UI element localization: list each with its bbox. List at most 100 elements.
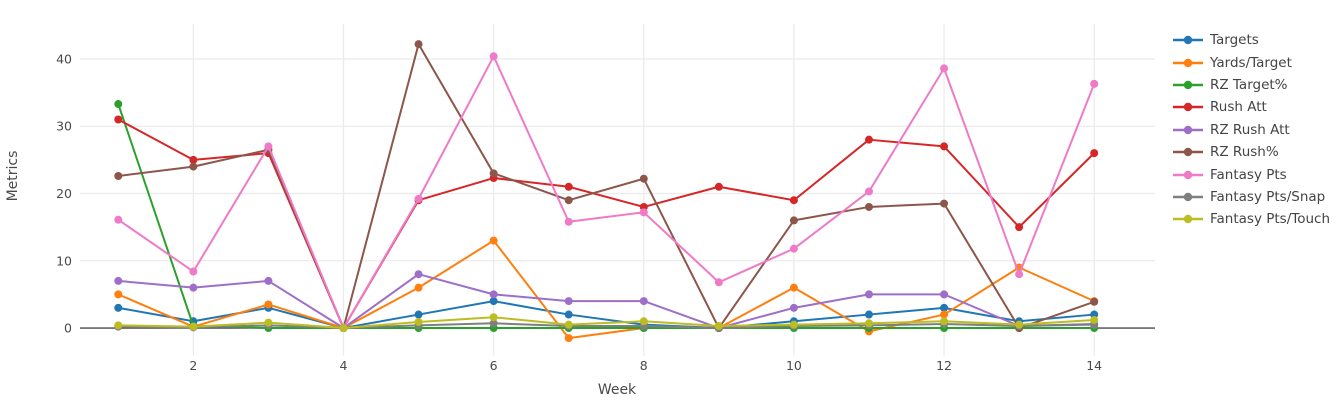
- legend-label: Fantasy Pts: [1210, 166, 1287, 183]
- data-point-rush-att[interactable]: [940, 142, 949, 151]
- data-point-fantasy-pts-touch[interactable]: [414, 317, 423, 326]
- data-point-rush-att[interactable]: [789, 196, 798, 205]
- series-targets: [114, 297, 1099, 333]
- data-point-rz-rush-att[interactable]: [864, 290, 873, 299]
- legend-item-yards-target[interactable]: Yards/Target: [1172, 51, 1330, 73]
- data-point-targets[interactable]: [940, 303, 949, 312]
- legend-swatch-icon: [1173, 170, 1203, 179]
- data-point-fantasy-pts[interactable]: [489, 52, 498, 61]
- data-point-fantasy-pts-touch[interactable]: [339, 324, 348, 333]
- legend-label: Rush Att: [1210, 99, 1267, 116]
- data-point-fantasy-pts[interactable]: [714, 278, 723, 287]
- series-fantasy-pts-touch: [114, 313, 1099, 333]
- legend-label: Targets: [1210, 32, 1259, 49]
- data-point-rush-att[interactable]: [1090, 149, 1099, 158]
- data-point-rz-rush[interactable]: [564, 196, 573, 205]
- data-point-yards-target[interactable]: [789, 283, 798, 292]
- x-tick-label: 2: [189, 358, 197, 373]
- data-point-fantasy-pts-touch[interactable]: [789, 320, 798, 329]
- data-point-targets[interactable]: [114, 303, 123, 312]
- data-point-targets[interactable]: [864, 310, 873, 319]
- legend-item-fantasy-pts[interactable]: Fantasy Pts: [1172, 163, 1330, 185]
- data-point-rush-att[interactable]: [864, 135, 873, 144]
- data-point-fantasy-pts-touch[interactable]: [639, 317, 648, 326]
- data-point-fantasy-pts[interactable]: [1090, 79, 1099, 88]
- data-point-rz-target[interactable]: [114, 100, 123, 109]
- legend-swatch-icon: [1173, 80, 1203, 90]
- data-point-fantasy-pts-touch[interactable]: [489, 313, 498, 322]
- data-point-targets[interactable]: [414, 310, 423, 319]
- data-point-fantasy-pts-touch[interactable]: [114, 321, 123, 330]
- data-point-rz-rush[interactable]: [189, 162, 198, 171]
- data-point-fantasy-pts-touch[interactable]: [264, 318, 273, 327]
- y-tick-label: 0: [64, 321, 72, 336]
- data-point-fantasy-pts-touch[interactable]: [940, 317, 949, 326]
- series-lines: [114, 40, 1099, 343]
- data-point-rz-rush[interactable]: [639, 174, 648, 183]
- legend-item-rush-att[interactable]: Rush Att: [1172, 96, 1330, 118]
- data-point-rz-rush-att[interactable]: [114, 276, 123, 285]
- x-tick-label: 4: [340, 358, 348, 373]
- data-point-rz-rush-att[interactable]: [789, 303, 798, 312]
- data-point-fantasy-pts-touch[interactable]: [1090, 315, 1099, 324]
- data-point-yards-target[interactable]: [940, 310, 949, 319]
- legend-item-rz-target[interactable]: RZ Target%: [1172, 74, 1330, 96]
- data-point-rush-att[interactable]: [564, 182, 573, 191]
- data-point-rush-att[interactable]: [114, 115, 123, 124]
- data-point-fantasy-pts[interactable]: [864, 187, 873, 196]
- data-point-rz-rush[interactable]: [114, 172, 123, 181]
- data-point-rz-rush-att[interactable]: [264, 276, 273, 285]
- data-point-rz-rush-att[interactable]: [414, 270, 423, 279]
- data-point-fantasy-pts[interactable]: [264, 142, 273, 151]
- data-point-fantasy-pts[interactable]: [940, 64, 949, 73]
- legend-item-rz-rush-att[interactable]: RZ Rush Att: [1172, 119, 1330, 141]
- data-point-targets[interactable]: [489, 297, 498, 306]
- data-point-fantasy-pts[interactable]: [639, 208, 648, 217]
- data-point-yards-target[interactable]: [264, 300, 273, 309]
- data-point-fantasy-pts[interactable]: [1015, 270, 1024, 279]
- data-point-yards-target[interactable]: [489, 236, 498, 245]
- data-point-rz-rush[interactable]: [864, 202, 873, 211]
- legend-item-targets[interactable]: Targets: [1172, 29, 1330, 51]
- data-point-rz-rush[interactable]: [1090, 297, 1099, 306]
- series-line-fantasy-pts: [117, 55, 1096, 330]
- data-point-fantasy-pts-touch[interactable]: [1015, 320, 1024, 329]
- data-point-yards-target[interactable]: [114, 290, 123, 299]
- data-point-fantasy-pts[interactable]: [564, 217, 573, 226]
- x-tick-label: 8: [640, 358, 648, 373]
- data-point-fantasy-pts-snap[interactable]: [489, 319, 498, 328]
- y-tick-label: 20: [56, 186, 72, 201]
- data-point-targets[interactable]: [564, 310, 573, 319]
- data-point-fantasy-pts-touch[interactable]: [189, 322, 198, 331]
- data-point-rush-att[interactable]: [1015, 223, 1024, 232]
- data-point-fantasy-pts[interactable]: [789, 244, 798, 253]
- data-point-rz-rush[interactable]: [414, 40, 423, 49]
- data-point-fantasy-pts-touch[interactable]: [564, 320, 573, 329]
- data-point-rz-rush[interactable]: [489, 169, 498, 178]
- data-point-yards-target[interactable]: [414, 283, 423, 292]
- data-point-rz-rush-att[interactable]: [189, 283, 198, 292]
- data-point-fantasy-pts-touch[interactable]: [864, 319, 873, 328]
- data-point-yards-target[interactable]: [564, 334, 573, 343]
- legend-swatch-icon: [1173, 215, 1203, 224]
- x-axis-title: Week: [598, 382, 637, 398]
- data-point-rush-att[interactable]: [714, 182, 723, 191]
- data-point-rz-rush[interactable]: [940, 199, 949, 208]
- series-line-rz-rush: [118, 43, 1095, 330]
- data-point-fantasy-pts[interactable]: [414, 194, 423, 203]
- data-point-rz-rush[interactable]: [789, 216, 798, 225]
- data-point-rz-rush-att[interactable]: [564, 297, 573, 306]
- data-point-rz-rush-att[interactable]: [940, 290, 949, 299]
- legend-item-fantasy-pts-touch[interactable]: Fantasy Pts/Touch: [1172, 208, 1330, 230]
- data-point-fantasy-pts[interactable]: [114, 215, 123, 224]
- legend-item-rz-rush[interactable]: RZ Rush%: [1172, 141, 1330, 163]
- data-point-fantasy-pts[interactable]: [189, 267, 198, 276]
- data-point-rz-rush-att[interactable]: [639, 297, 648, 306]
- legend-swatch-icon: [1173, 192, 1203, 202]
- data-point-rz-rush-att[interactable]: [489, 290, 498, 299]
- data-point-fantasy-pts-touch[interactable]: [714, 321, 723, 330]
- data-point-rush-att[interactable]: [189, 155, 198, 164]
- legend-item-fantasy-pts-snap[interactable]: Fantasy Pts/Snap: [1172, 186, 1330, 208]
- legend-swatch-icon: [1173, 58, 1203, 67]
